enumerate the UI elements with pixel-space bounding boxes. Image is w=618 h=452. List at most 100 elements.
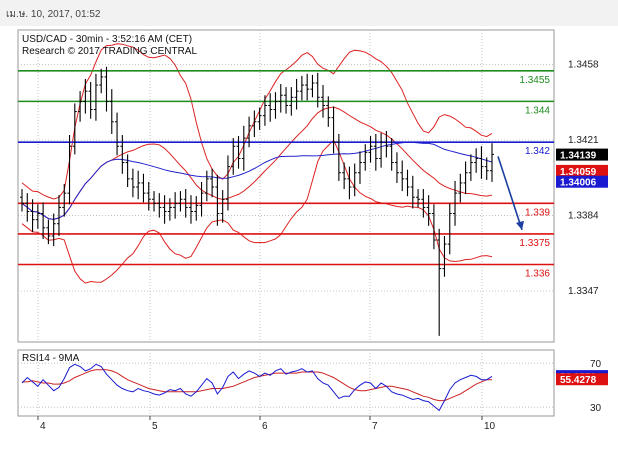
price-bar — [442, 235, 447, 277]
price-tag: 1.34059 — [556, 164, 608, 178]
price-bar — [104, 66, 109, 112]
price-bar — [379, 132, 384, 168]
level-label: 1.3455 — [519, 75, 550, 86]
price-axis: 1.3458 1.3421 1.3384 1.3347 — [568, 60, 599, 297]
bollinger-upper — [21, 43, 493, 200]
price-bar — [357, 151, 362, 184]
level-label: 1.342 — [525, 146, 550, 157]
price-bar — [130, 168, 135, 198]
price-tick-label: 1.3384 — [568, 211, 599, 222]
price-bar — [310, 74, 315, 98]
price-bar — [315, 72, 320, 108]
price-tag: 1.34139 — [556, 148, 608, 162]
level-label: 1.344 — [525, 105, 550, 116]
price-bar — [241, 125, 246, 171]
price-bar — [120, 135, 125, 174]
price-bar — [51, 213, 56, 247]
price-bar — [220, 190, 225, 223]
price-bar — [46, 219, 51, 245]
price-bar — [394, 152, 399, 183]
forecast-arrow — [497, 156, 524, 231]
price-bar — [368, 136, 373, 163]
time-tick-label: 5 — [152, 421, 158, 432]
price-bar — [173, 192, 178, 219]
price-bar — [437, 228, 442, 336]
price-tag-bg — [556, 164, 608, 177]
credit-label: Research © 2017 TRADING CENTRAL — [22, 46, 197, 57]
arrow-head — [516, 220, 524, 230]
price-bars — [20, 66, 494, 336]
rsi-tag-label: 55.4278 — [560, 375, 597, 386]
rsi-lines — [21, 363, 493, 412]
price-bar — [342, 162, 347, 190]
price-bar — [352, 163, 357, 197]
price-bar — [41, 202, 46, 240]
price-bar — [225, 155, 230, 211]
price-bar — [474, 148, 479, 173]
price-bar — [262, 95, 267, 126]
price-bar — [194, 196, 199, 221]
price-bar — [421, 189, 426, 218]
price-bar — [215, 174, 220, 226]
rsi-tick-label: 70 — [590, 359, 602, 370]
price-bar — [83, 78, 88, 114]
price-bar — [299, 75, 304, 101]
price-bar — [410, 175, 415, 209]
price-bar — [78, 91, 83, 122]
price-bar — [67, 135, 72, 205]
price-bar — [199, 181, 204, 217]
price-bar — [294, 78, 299, 110]
price-bar — [431, 204, 436, 250]
rsi-tag-bg — [556, 373, 608, 386]
price-bar — [56, 195, 61, 236]
price-bar — [210, 168, 215, 198]
time-tick-label: 6 — [262, 421, 268, 432]
price-bar — [236, 136, 241, 169]
rsi-panel — [17, 349, 555, 417]
price-bar — [162, 195, 167, 224]
price-tag-label: 1.34059 — [560, 167, 597, 178]
price-bar — [88, 82, 93, 119]
price-bar — [458, 173, 463, 203]
price-bar — [268, 93, 273, 122]
price-bar — [20, 189, 24, 212]
price-bar — [146, 181, 151, 211]
price-bar — [479, 146, 484, 179]
rsi-tags: 58.257955.4278 — [556, 370, 608, 386]
instrument-label: USD/CAD - 30min - 3:52:16 AM (CET) — [22, 34, 192, 45]
rsi-ma-line — [22, 369, 492, 402]
price-bar — [447, 203, 452, 255]
price-tick-label: 1.3458 — [568, 60, 599, 71]
price-bar — [136, 170, 141, 200]
price-bar — [273, 92, 278, 119]
price-bar — [125, 154, 130, 188]
price-bar — [331, 106, 336, 154]
price-bar — [183, 189, 188, 218]
price-tag-label: 1.34006 — [560, 178, 597, 189]
price-bar — [109, 89, 114, 134]
level-label: 1.3375 — [519, 238, 550, 249]
price-tick-label: 1.3347 — [568, 286, 599, 297]
price-bar — [284, 87, 289, 114]
price-bar — [62, 183, 67, 217]
date-label: เม.ษ. 10, 2017, 01:52 — [6, 9, 101, 20]
level-label: 1.339 — [525, 207, 550, 218]
price-bar — [35, 204, 40, 229]
top-bar — [0, 0, 618, 26]
price-bar — [289, 87, 294, 116]
price-bar — [93, 73, 98, 121]
rsi-tag: 55.4278 — [556, 373, 608, 386]
price-bar — [252, 110, 257, 138]
price-bar — [347, 166, 352, 200]
price-bar — [326, 96, 331, 127]
price-bar — [384, 130, 389, 158]
arrow-shaft — [497, 156, 523, 231]
price-bar — [231, 138, 236, 175]
price-bar — [426, 195, 431, 226]
time-tick-label: 10 — [484, 421, 496, 432]
price-panel — [17, 29, 555, 343]
price-bar — [204, 170, 209, 202]
